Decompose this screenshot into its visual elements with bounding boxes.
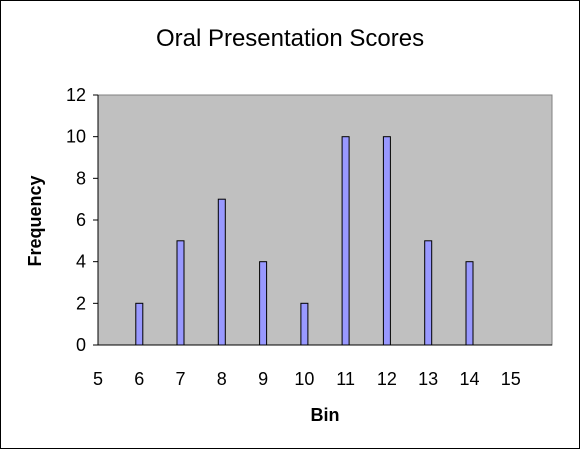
x-tick-label: 10 xyxy=(294,369,314,389)
x-ticks-group: 5 6 7 8 9 10 11 12 13 14 15 xyxy=(93,369,521,389)
x-tick-label: 11 xyxy=(336,369,355,389)
bar-bin-14 xyxy=(465,261,474,346)
x-tick-label: 14 xyxy=(459,369,479,389)
y-ticks-group: 0 2 4 6 8 10 12 xyxy=(66,85,98,355)
y-tick-label: 0 xyxy=(76,335,86,355)
bar-bin-12 xyxy=(382,136,391,346)
x-tick-label: 6 xyxy=(134,369,144,389)
x-tick-label: 9 xyxy=(258,369,268,389)
bar-bin-6 xyxy=(135,302,144,346)
x-tick-label: 5 xyxy=(93,369,103,389)
plot-area xyxy=(97,94,553,346)
bar-bin-13 xyxy=(424,240,433,346)
y-tick-label: 6 xyxy=(76,210,86,230)
y-tick-label: 12 xyxy=(66,85,86,105)
x-tick-label: 8 xyxy=(217,369,227,389)
y-tick-label: 2 xyxy=(76,293,86,313)
y-tick-label: 4 xyxy=(76,252,86,272)
y-tick-label: 8 xyxy=(76,168,86,188)
x-tick-label: 15 xyxy=(501,369,521,389)
x-axis-label: Bin xyxy=(311,405,340,425)
y-tick-label: 10 xyxy=(66,127,86,147)
bar-bin-9 xyxy=(259,261,268,346)
y-axis-label: Frequency xyxy=(25,175,45,266)
chart-title: Oral Presentation Scores xyxy=(156,25,424,52)
x-tick-label: 13 xyxy=(418,369,438,389)
bar-bin-11 xyxy=(341,136,350,346)
x-tick-label: 12 xyxy=(377,369,397,389)
bar-bin-7 xyxy=(176,240,185,346)
bar-bin-10 xyxy=(300,302,309,346)
x-tick-label: 7 xyxy=(176,369,186,389)
bar-bin-8 xyxy=(217,198,226,346)
